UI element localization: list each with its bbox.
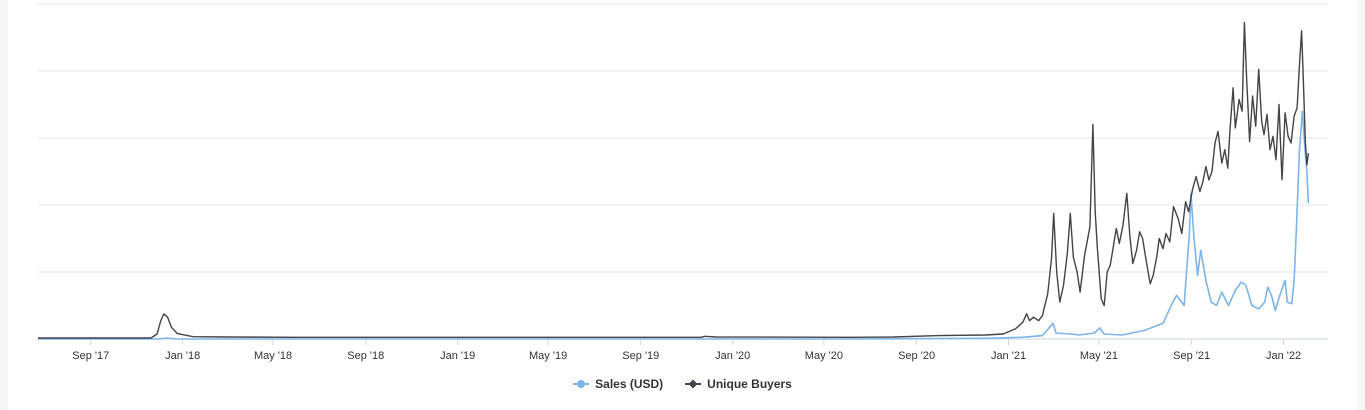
diamond-marker-icon <box>685 379 702 389</box>
legend-label-sales: Sales (USD) <box>595 377 664 391</box>
x-tick-label: Jan '18 <box>165 350 200 362</box>
x-tick-label: Jan '21 <box>991 350 1026 362</box>
legend-item-unique-buyers[interactable]: Unique Buyers <box>685 377 792 391</box>
x-tick-label: May '20 <box>805 350 843 362</box>
x-tick-label: May '21 <box>1080 350 1118 362</box>
legend-label-unique-buyers: Unique Buyers <box>707 377 792 391</box>
x-tick-label: Sep '18 <box>347 350 384 362</box>
line-chart: Sep '17 Jan '18 May '18 Sep '18 Jan '19 May '… <box>38 3 1328 362</box>
x-tick-label: Jan '20 <box>715 350 750 362</box>
x-tick-label: Sep '19 <box>622 350 659 362</box>
series-line-unique-buyers[interactable] <box>38 21 1310 339</box>
x-tick-label: May '19 <box>529 350 567 362</box>
x-tick-label: Jan '19 <box>440 350 475 362</box>
series-line-sales[interactable] <box>38 110 1310 340</box>
x-tick-label: Sep '20 <box>898 350 935 362</box>
x-tick-label: May '18 <box>254 350 292 362</box>
legend-marker-unique-buyers <box>688 379 698 389</box>
x-tick-label: Jan '22 <box>1266 350 1301 362</box>
x-tick-label: Sep '17 <box>72 350 109 362</box>
circle-marker-icon <box>573 379 590 389</box>
x-tick-label: Sep '21 <box>1173 350 1210 362</box>
chart-card: Sep '17 Jan '18 May '18 Sep '18 Jan '19 May '… <box>8 0 1357 410</box>
legend-item-sales[interactable]: Sales (USD) <box>573 377 663 391</box>
horizontal-gridlines <box>38 3 1328 340</box>
plot-area <box>38 21 1310 340</box>
x-axis: Sep '17 Jan '18 May '18 Sep '18 Jan '19 May '… <box>72 339 1301 362</box>
chart-legend: Sales (USD) Unique Buyers <box>8 377 1357 391</box>
legend-marker-sales <box>577 380 586 388</box>
